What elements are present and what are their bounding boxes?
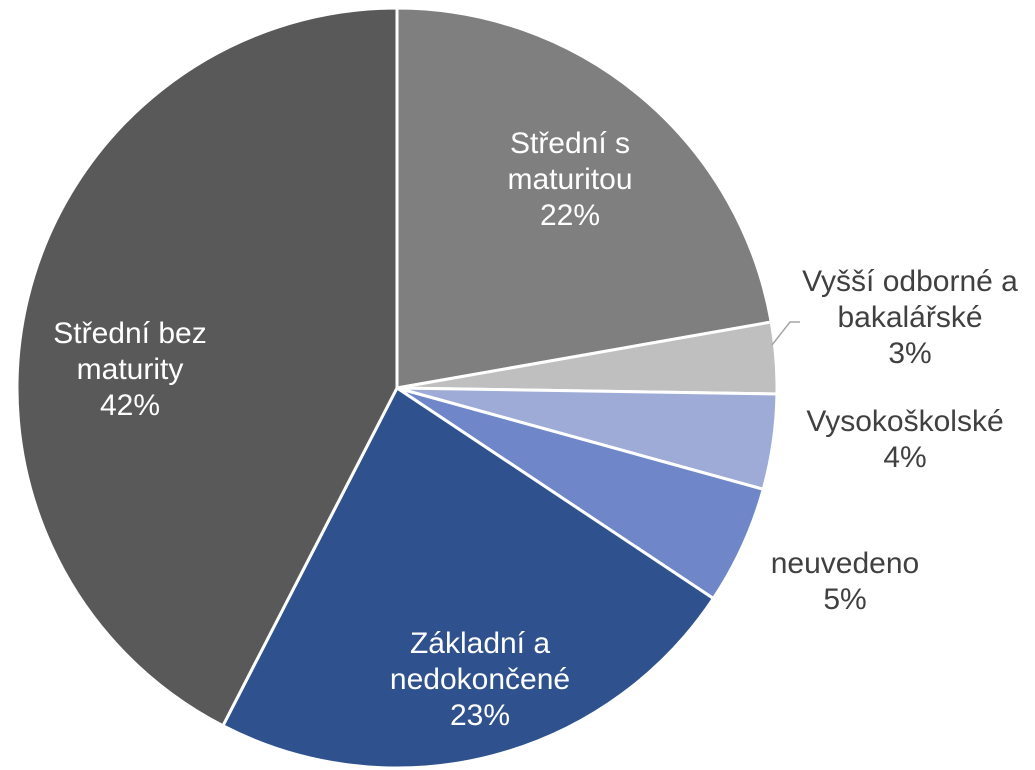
label-box: Střední s maturitou 22%	[480, 110, 660, 250]
label-box: Střední bez maturity 42%	[25, 300, 235, 440]
label-box: Vysokoškolské 4%	[775, 370, 1035, 510]
pie-slice	[395, 6, 773, 390]
slices	[15, 6, 779, 770]
category-label: Střední bez maturity	[53, 317, 207, 386]
category-label: Základní a nedokončené	[389, 627, 571, 696]
label-box: neuvedeno 5%	[735, 512, 955, 652]
pie-slice	[221, 386, 715, 770]
value-label: 5%	[823, 583, 867, 616]
category-label: neuvedeno	[770, 547, 920, 580]
leader-line	[771, 321, 800, 346]
value-label: 42%	[99, 389, 161, 422]
value-label: 4%	[883, 441, 927, 474]
value-label: 3%	[888, 337, 932, 370]
category-label: Střední s maturitou	[507, 127, 633, 196]
value-label: 23%	[449, 699, 511, 732]
pie-slice	[15, 6, 399, 728]
label-box: Vyšší odborné a bakalářské 3%	[780, 248, 1035, 388]
category-label: Vysokoškolské	[806, 405, 1004, 438]
label-box: Základní a nedokončené 23%	[355, 610, 605, 750]
category-label: Vyšší odborné a bakalářské	[802, 265, 1018, 334]
value-label: 22%	[539, 199, 601, 232]
